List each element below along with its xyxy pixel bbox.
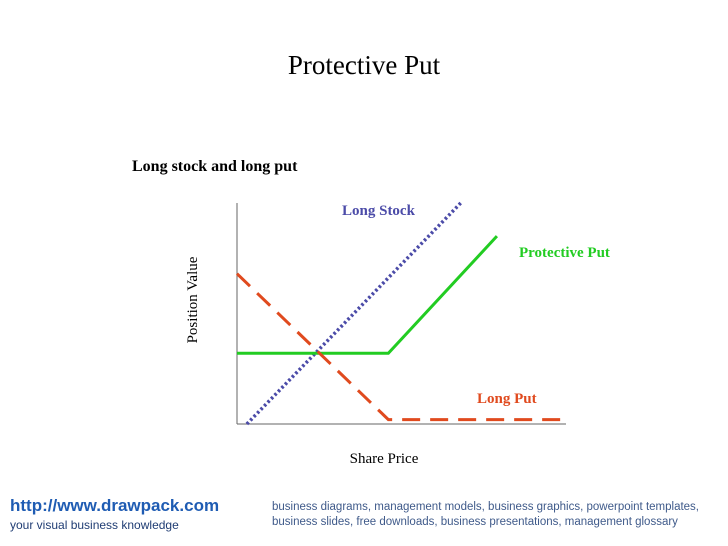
- x-axis-label: Share Price: [350, 451, 419, 467]
- y-axis-label: Position Value: [185, 256, 201, 343]
- footer-keywords: business diagrams, management models, bu…: [272, 501, 699, 528]
- footer-tagline: your visual business knowledge: [10, 518, 179, 532]
- series-line-long-put: [235, 272, 566, 422]
- series-label-long-stock: Long Stock: [342, 203, 416, 219]
- series-label-protective-put: Protective Put: [519, 245, 610, 261]
- footer-url-link[interactable]: http://www.drawpack.com: [10, 496, 220, 515]
- series-line-long-stock: [245, 201, 462, 426]
- chart-title: Long stock and long put: [132, 158, 298, 175]
- series-line-protective-put: [237, 235, 499, 355]
- series-label-long-put: Long Put: [477, 391, 537, 407]
- slide-title: Protective Put: [287, 50, 441, 80]
- series-layer: [235, 201, 566, 426]
